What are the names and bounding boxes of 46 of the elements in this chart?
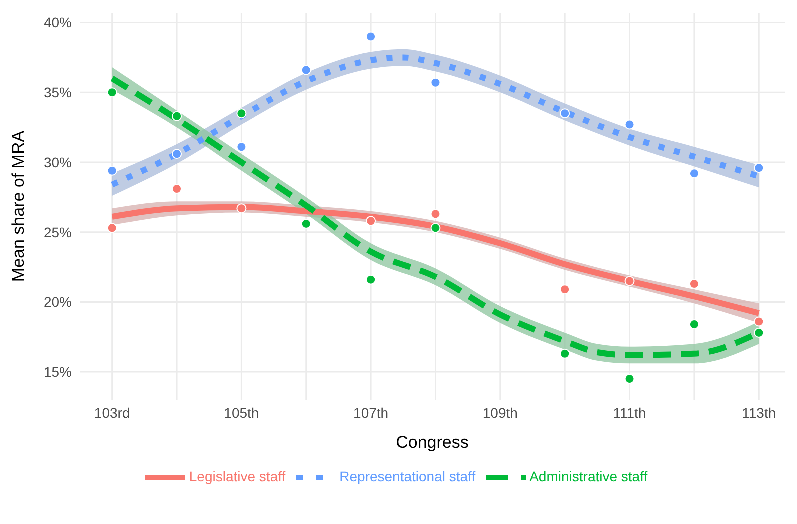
point [754,316,764,327]
point [107,166,118,176]
point [172,111,182,122]
x-axis-title: Congress [396,433,469,452]
y-axis-title: Mean share of MRA [9,130,28,282]
point [560,284,570,295]
point [754,163,764,174]
point [366,32,376,42]
point [624,120,635,130]
x-tick-label: 105th [224,404,260,421]
point [301,65,312,76]
legend-label: Administrative staff [530,468,648,485]
point [560,108,570,119]
x-tick-label: 113th [742,404,776,421]
point [236,142,247,152]
point [689,168,700,179]
y-tick-label: 35% [44,84,72,101]
point [366,216,376,226]
point [107,88,118,98]
y-tick-label: 25% [44,224,72,240]
legend-label: Legislative staff [189,468,286,485]
legend-label: Representational staff [340,468,476,485]
point [689,279,700,290]
point [236,204,247,214]
point [366,274,376,285]
y-tick-label: 15% [44,364,72,380]
x-tick-label: 111th [613,404,646,421]
point [301,218,312,229]
y-tick-label: 20% [44,294,72,310]
point [624,374,635,384]
point [107,223,118,234]
x-tick-label: 103rd [94,404,130,421]
point [624,276,635,286]
point [172,184,182,194]
y-tick-label: 30% [44,154,72,170]
point [754,328,764,338]
point [689,320,700,330]
x-tick-label: 109th [482,404,518,421]
point [172,149,182,160]
point [236,108,247,119]
point [430,223,441,234]
x-tick-label: 107th [354,404,389,421]
y-tick-label: 40% [44,14,72,31]
point [560,348,570,359]
point [430,78,441,88]
point [430,209,441,220]
